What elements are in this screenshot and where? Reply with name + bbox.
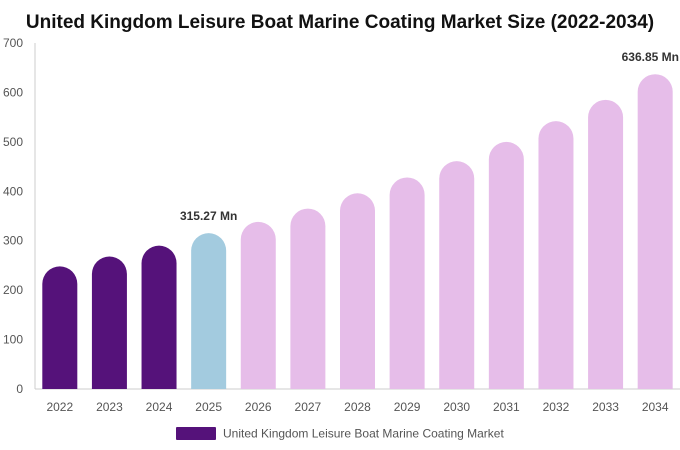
x-tick-label: 2031	[493, 400, 520, 414]
x-tick-label: 2023	[96, 400, 123, 414]
x-tick-label: 2029	[394, 400, 421, 414]
bar-2026	[240, 221, 276, 389]
x-tick-label: 2026	[245, 400, 272, 414]
data-label-2025: 315.27 Mn	[180, 209, 237, 223]
bar-2028	[340, 193, 375, 389]
bar-2033	[588, 99, 624, 389]
bars	[42, 74, 673, 389]
x-tick-label: 2027	[295, 400, 322, 414]
x-tick-label: 2028	[344, 400, 371, 414]
y-tick-label: 700	[3, 36, 23, 50]
y-tick-label: 300	[3, 234, 23, 248]
bar-2024	[141, 245, 177, 389]
y-tick-label: 400	[3, 184, 23, 198]
data-labels: 315.27 Mn 636.85 Mn	[180, 50, 679, 223]
x-tick-label: 2033	[592, 400, 619, 414]
bar-2030	[439, 161, 475, 389]
bar-2029	[389, 177, 425, 389]
bar-2025	[191, 233, 227, 389]
x-tick-label: 2022	[46, 400, 73, 414]
x-tick-label: 2025	[195, 400, 222, 414]
x-tick-label: 2024	[146, 400, 173, 414]
data-label-2034: 636.85 Mn	[622, 50, 679, 64]
y-tick-label: 0	[16, 382, 23, 396]
legend: United Kingdom Leisure Boat Marine Coati…	[176, 427, 504, 441]
y-tick-label: 600	[3, 85, 23, 99]
bar-2027	[290, 208, 326, 389]
bar-2032	[538, 121, 574, 389]
y-tick-label: 500	[3, 135, 23, 149]
bar-2023	[91, 256, 127, 389]
bar-2031	[488, 141, 524, 389]
x-tick-label: 2030	[443, 400, 470, 414]
legend-label: United Kingdom Leisure Boat Marine Coati…	[223, 427, 504, 441]
y-tick-label: 200	[3, 283, 23, 297]
chart-title: United Kingdom Leisure Boat Marine Coati…	[26, 12, 654, 33]
x-tick-label: 2032	[543, 400, 570, 414]
y-tick-label: 100	[3, 333, 23, 347]
x-axis-ticks: 2022 2023 2024 2025 2026 2027 2028 2029 2030 2031…	[46, 400, 668, 414]
legend-swatch	[176, 427, 216, 440]
bar-2022	[42, 266, 78, 389]
bar-2034	[637, 74, 673, 389]
x-tick-label: 2034	[642, 400, 669, 414]
y-axis-ticks: 0 100 200 300 400 500 600 700	[3, 36, 23, 396]
